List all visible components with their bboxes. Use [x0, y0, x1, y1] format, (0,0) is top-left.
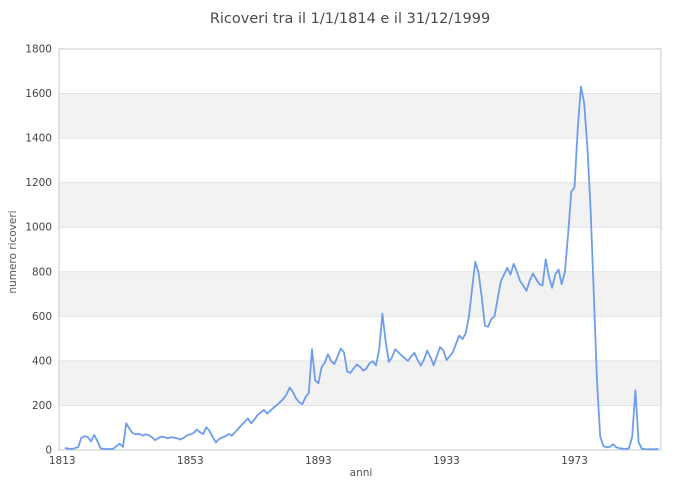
x-tick-label: 1853	[177, 455, 204, 467]
data-series-line	[64, 85, 659, 451]
y-tick-label: 1000	[25, 222, 52, 234]
y-tick-label: 400	[32, 355, 52, 367]
y-tick-label: 0	[45, 445, 52, 457]
y-axis-title: numero ricoveri	[7, 210, 19, 293]
x-tick-label: 1933	[433, 455, 460, 467]
plot-band	[59, 271, 661, 317]
x-tick-label: 1893	[305, 455, 332, 467]
x-tick-label: 1973	[561, 455, 588, 467]
plot-band	[59, 93, 661, 139]
y-tick-label: 1400	[25, 133, 52, 145]
chart-title: Ricoveri tra il 1/1/1814 e il 31/12/1999	[210, 11, 490, 27]
y-tick-label: 600	[32, 311, 52, 323]
y-tick-label: 1600	[25, 88, 52, 100]
x-tick-label: 1813	[49, 455, 76, 467]
plot-band	[59, 360, 661, 406]
x-axis-title: anni	[350, 467, 373, 479]
plot-border	[58, 48, 662, 451]
y-tick-label: 800	[32, 266, 52, 278]
y-tick-label: 1800	[25, 44, 52, 56]
y-tick-label: 1200	[25, 177, 52, 189]
plot-band	[59, 182, 661, 228]
y-tick-label: 200	[32, 400, 52, 412]
